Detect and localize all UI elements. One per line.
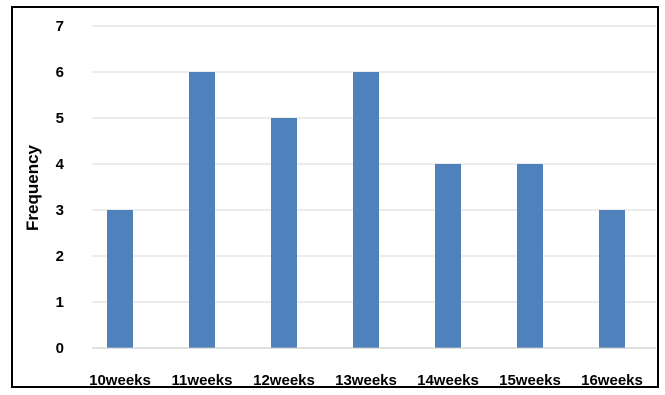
x-tick-label: 15weeks xyxy=(499,372,561,389)
x-tick-label: 10weeks xyxy=(89,372,151,389)
x-tick-label: 14weeks xyxy=(417,372,479,389)
chart-border xyxy=(11,6,659,388)
bar-14weeks xyxy=(435,164,461,348)
y-tick-label: 7 xyxy=(56,18,64,35)
bar-11weeks xyxy=(189,72,215,348)
x-tick-label: 13weeks xyxy=(335,372,397,389)
y-tick-label: 2 xyxy=(56,248,64,265)
y-tick-label: 1 xyxy=(56,294,64,311)
bar-15weeks xyxy=(517,164,543,348)
y-tick-label: 6 xyxy=(56,64,64,81)
x-tick-label: 16weeks xyxy=(581,372,643,389)
y-tick-label: 5 xyxy=(56,110,64,127)
x-tick-label: 12weeks xyxy=(253,372,315,389)
y-axis-label: Frequency xyxy=(23,144,42,231)
y-axis-ticks: 0 1 2 3 4 5 6 7 xyxy=(56,18,65,357)
bar-13weeks xyxy=(353,72,379,348)
y-tick-label: 4 xyxy=(56,156,65,173)
bar-16weeks xyxy=(599,210,625,348)
bar-10weeks xyxy=(107,210,133,348)
gridlines xyxy=(92,25,656,303)
bar-12weeks xyxy=(271,118,297,348)
y-tick-label: 0 xyxy=(56,340,64,357)
x-tick-label: 11weeks xyxy=(172,372,233,389)
bars xyxy=(107,72,625,348)
x-axis-ticks: 10weeks 11weeks 12weeks 13weeks 14weeks 15wee… xyxy=(89,372,643,389)
y-tick-label: 3 xyxy=(56,202,64,219)
